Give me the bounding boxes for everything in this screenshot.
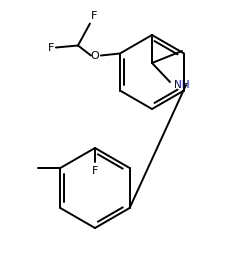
- Text: O: O: [90, 51, 98, 61]
- Text: F: F: [90, 11, 97, 20]
- Text: F: F: [47, 42, 54, 53]
- Text: NH: NH: [173, 80, 189, 90]
- Text: F: F: [91, 166, 98, 176]
